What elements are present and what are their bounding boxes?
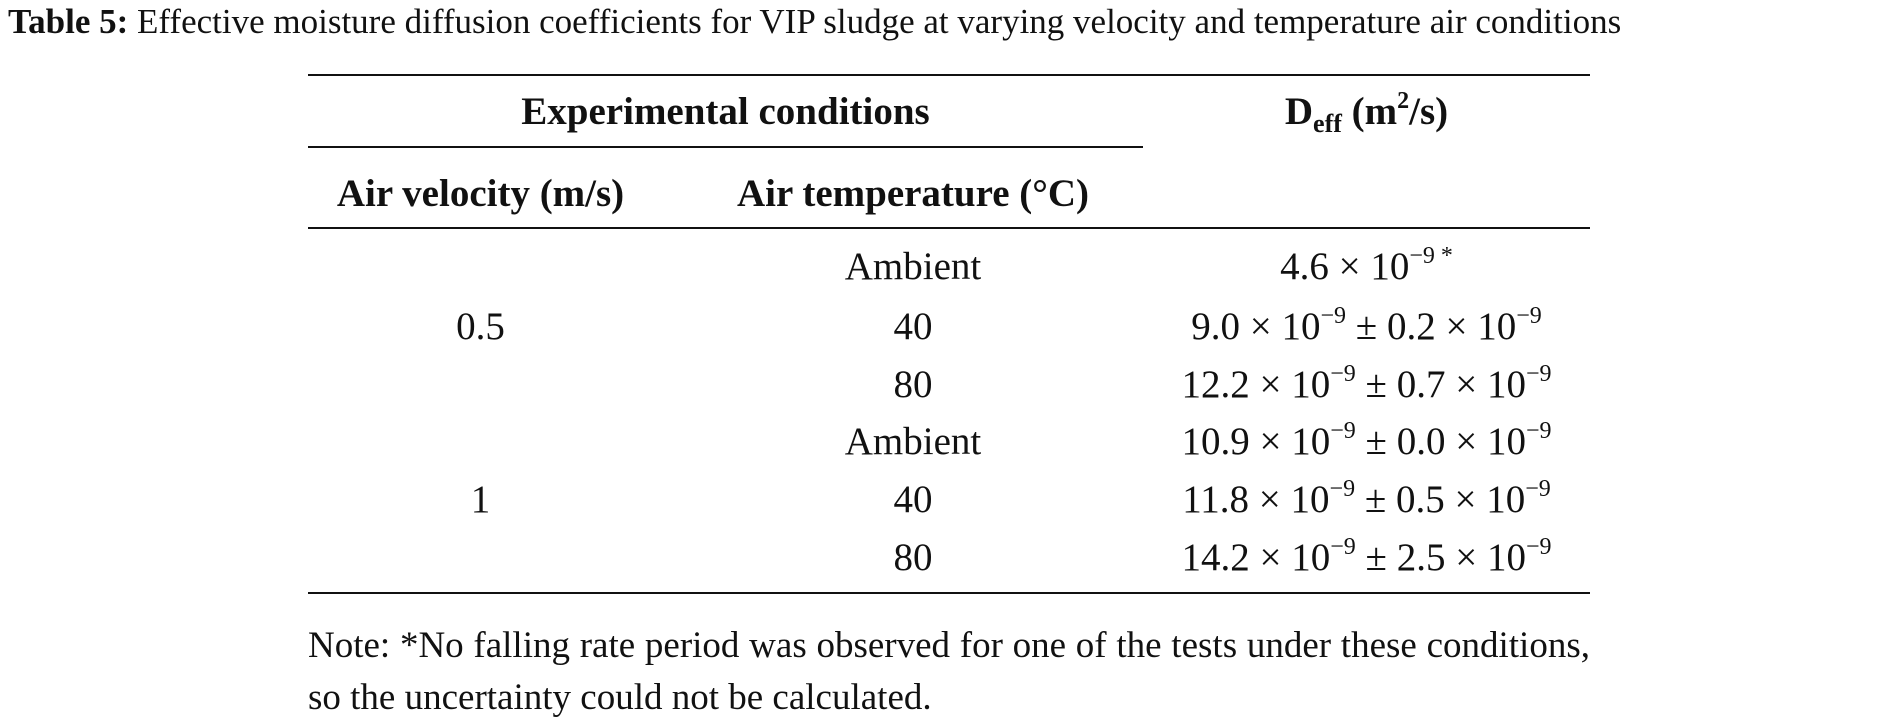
deff-exponent: −9 [1409,243,1435,269]
deff-footnote-marker: * [1434,243,1453,269]
temperature-cell: 40 [893,305,933,348]
deff-unit-sup: 2 [1397,88,1410,114]
deff-value: 10.9 × 10 [1181,420,1331,463]
temperature-cell: 40 [893,478,933,521]
top-rule [308,74,1590,76]
caption-text: Effective moisture diffusion coefficient… [137,2,1622,41]
deff-uncertainty: ± 0.0 × 10 [1355,420,1526,463]
velocity-header: Air velocity (m/s) [336,172,625,215]
deff-uncertainty-exponent: −9 [1525,534,1552,560]
deff-unit-pre: (m [1341,90,1398,133]
deff-subscript: eff [1313,109,1342,138]
deff-uncertainty: ± 0.7 × 10 [1355,363,1526,406]
deff-value: 4.6 × 10 [1280,245,1410,288]
deff-uncertainty-exponent: −9 [1525,476,1551,502]
table-caption: Table 5: Effective moisture diffusion co… [8,2,1895,42]
deff-uncertainty-exponent: −9 [1516,303,1542,329]
deff-uncertainty-exponent: −9 [1525,361,1552,387]
deff-exponent: −9 [1320,303,1347,329]
temperature-cell: 80 [893,536,933,579]
deff-uncertainty-exponent: −9 [1525,418,1552,444]
deff-header: Deff (m2/s) [1143,88,1590,137]
deff-value: 14.2 × 10 [1181,536,1331,579]
table-note: Note: *No falling rate period was observ… [308,625,1590,718]
bottom-rule [308,592,1590,594]
deff-cell: 14.2 × 10−9 ± 2.5 × 10−9 [1143,534,1590,580]
caption-label: Table 5: [8,2,129,41]
velocity-cell: 1 [470,478,491,521]
temperature-cell: Ambient [844,420,982,463]
deff-exponent: −9 [1330,534,1356,560]
temperature-header: Air temperature (°C) [736,172,1090,215]
deff-uncertainty: ± 2.5 × 10 [1355,536,1526,579]
velocity-cell: 0.5 [456,305,505,348]
temperature-cell: 80 [893,363,933,406]
temperature-cell: Ambient [844,245,982,288]
deff-uncertainty: ± 0.5 × 10 [1355,478,1526,521]
deff-cell: 12.2 × 10−9 ± 0.7 × 10−9 [1143,361,1590,407]
header-rule [308,227,1590,229]
deff-unit-post: /s) [1409,90,1449,133]
deff-cell: 9.0 × 10−9 ± 0.2 × 10−9 [1143,303,1590,349]
deff-value: 9.0 × 10 [1191,305,1321,348]
group-header: Experimental conditions [521,90,930,133]
deff-exponent: −9 [1330,361,1356,387]
deff-symbol: D [1284,90,1314,133]
deff-exponent: −9 [1330,418,1356,444]
deff-cell: 11.8 × 10−9 ± 0.5 × 10−9 [1143,476,1590,522]
deff-value: 11.8 × 10 [1182,478,1330,521]
group-header-rule [308,146,1143,148]
deff-exponent: −9 [1329,476,1356,502]
deff-cell: 4.6 × 10−9 * [1143,243,1590,289]
deff-cell: 10.9 × 10−9 ± 0.0 × 10−9 [1143,418,1590,464]
deff-uncertainty: ± 0.2 × 10 [1346,305,1517,348]
deff-value: 12.2 × 10 [1181,363,1331,406]
